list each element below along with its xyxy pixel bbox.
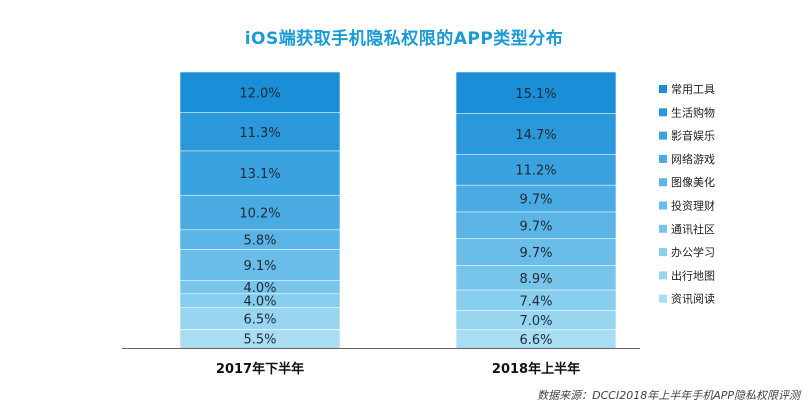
category-label: 2018年上半年 (492, 361, 580, 377)
legend-swatch (659, 294, 667, 303)
legend-swatch (659, 271, 667, 280)
data-label: 13.1% (239, 167, 280, 182)
bar-segment (455, 184, 617, 213)
data-label: 6.5% (243, 312, 276, 327)
legend-entry-label: 资讯阅读 (671, 292, 715, 306)
category-labels-group: 2017年下半年 2018年上半年 (216, 361, 580, 377)
category-label: 2017年下半年 (216, 361, 304, 377)
bar-segment (455, 238, 617, 267)
data-label: 9.7% (519, 246, 552, 261)
bar-segment (179, 71, 341, 114)
data-label: 9.7% (519, 219, 552, 234)
legend-entry-label: 生活购物 (671, 105, 715, 119)
bar-segment (455, 113, 617, 156)
data-label: 9.7% (519, 193, 552, 208)
data-label: 11.3% (239, 126, 280, 141)
data-label: 15.1% (515, 87, 556, 102)
bar-segment (455, 153, 617, 186)
bar-segment (179, 194, 341, 231)
legend-entry-label: 常用工具 (671, 83, 715, 96)
legend-entry-label: 通讯社区 (671, 222, 715, 236)
data-label: 7.4% (519, 294, 552, 309)
data-label: 10.2% (239, 207, 280, 222)
data-label: 9.1% (243, 259, 276, 274)
legend-entry-label: 网络游戏 (671, 152, 715, 166)
source-note: 数据来源：DCCI2018年上半年手机APP隐私权限评测 (537, 389, 800, 402)
bar-segment (455, 211, 617, 240)
legend-entry-label: 图像美化 (671, 175, 715, 189)
legend-swatch (659, 201, 667, 210)
data-label: 7.0% (519, 314, 552, 329)
data-label: 5.5% (243, 333, 276, 348)
data-label: 5.8% (243, 234, 276, 249)
data-label: 6.6% (519, 333, 552, 348)
legend-swatch (659, 85, 667, 93)
data-label: 8.9% (519, 272, 552, 287)
bar-segment (179, 150, 341, 197)
legend-entry-label: 投资理财 (671, 199, 715, 213)
data-label: 11.2% (515, 164, 556, 179)
legend-entry-label: 影音娱乐 (671, 129, 715, 143)
legend-swatch (659, 131, 667, 140)
bars-group: 12.0% 11.3% 13.1% 10.2% 5.8% 9.1% 4.0%4.0% 6.5%… (179, 71, 617, 349)
legend-entry-label: 办公学习 (671, 245, 715, 259)
data-label: 4.0% (243, 281, 276, 296)
legend-swatch (659, 248, 667, 257)
bar-segment (455, 71, 617, 115)
data-label: 4.0% (243, 295, 276, 310)
legend-swatch (659, 224, 667, 233)
chart-title: iOS端获取手机隐私权限的APP类型分布 (244, 29, 564, 49)
data-label: 12.0% (239, 86, 280, 101)
bar-segment (455, 265, 617, 291)
data-label: 14.7% (515, 128, 556, 143)
legend-swatch (659, 178, 667, 187)
legend-swatch (659, 154, 667, 163)
legend-swatch (659, 108, 667, 117)
legend-entry-label: 出行地图 (671, 268, 715, 282)
